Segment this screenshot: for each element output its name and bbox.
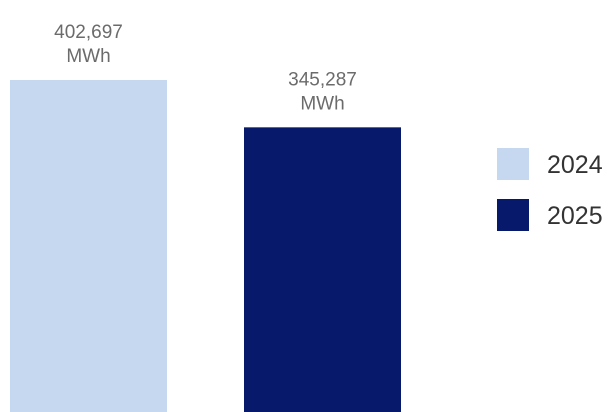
legend-label-2024: 2024: [547, 151, 603, 179]
legend-swatch-2025: [497, 199, 529, 231]
bars-layer: [10, 80, 401, 412]
data-label-unit-2025: MWh: [300, 93, 344, 114]
data-label-unit-2024: MWh: [66, 46, 110, 67]
bar-2024: [10, 80, 167, 412]
legend-swatch-2024: [497, 148, 529, 180]
legend-label-2025: 2025: [547, 202, 603, 230]
value-labels-layer: 402,697 MWh 345,287 MWh: [54, 22, 357, 114]
data-label-value-2025: 345,287: [288, 69, 357, 90]
bar-2025: [244, 127, 401, 412]
data-label-value-2024: 402,697: [54, 22, 123, 43]
legend: 2024 2025: [497, 148, 603, 231]
